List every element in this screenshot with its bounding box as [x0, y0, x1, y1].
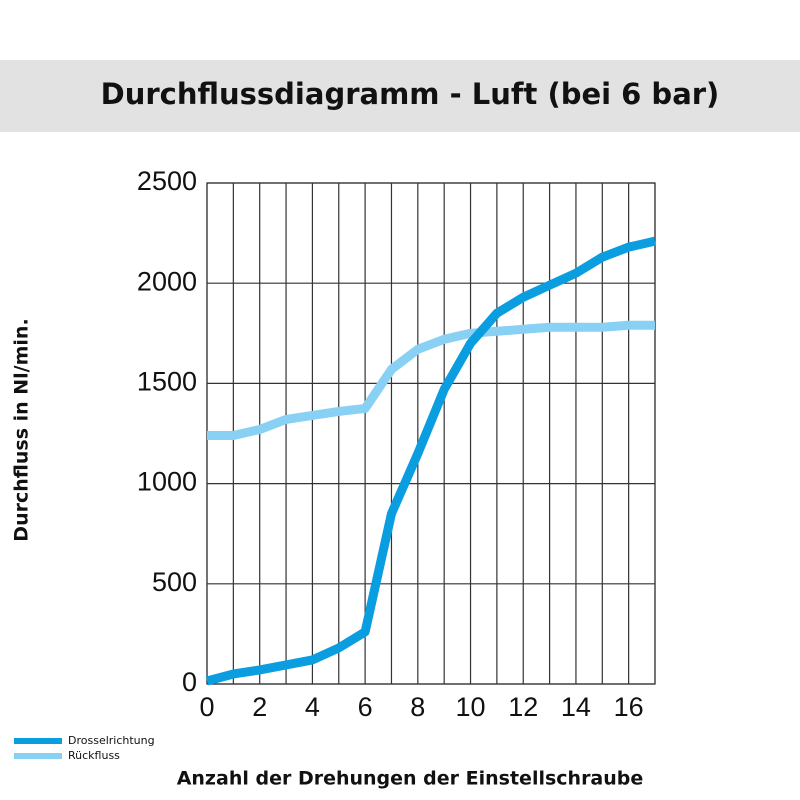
x-tick-label: 0 — [199, 692, 214, 722]
y-tick-label: 2000 — [137, 266, 197, 296]
data-line — [207, 320, 655, 441]
y-tick-label: 1500 — [137, 367, 197, 397]
y-tick-label: 0 — [182, 667, 197, 697]
chart-title: Durchflussdiagramm - Luft (bei 6 bar) — [101, 77, 720, 111]
legend-label: Rückfluss — [68, 749, 120, 762]
title-band — [0, 60, 800, 132]
x-tick-label: 2 — [252, 692, 267, 722]
x-tick-label: 10 — [456, 692, 486, 722]
x-tick-label: 12 — [508, 692, 538, 722]
x-axis-label: Anzahl der Drehungen der Einstellschraub… — [177, 768, 644, 790]
x-tick-label: 8 — [410, 692, 425, 722]
x-tick-label: 14 — [561, 692, 591, 722]
legend-label: Drosselrichtung — [68, 734, 155, 747]
x-tick-label: 4 — [305, 692, 320, 722]
y-tick-label: 2500 — [137, 166, 197, 196]
y-tick-label: 500 — [152, 567, 197, 597]
data-line — [205, 236, 657, 686]
x-tick-label: 6 — [358, 692, 373, 722]
y-axis-label: Durchfluss in Nl/min. — [11, 318, 33, 541]
y-tick-label: 1000 — [137, 467, 197, 497]
x-tick-label: 16 — [614, 692, 644, 722]
plot-area — [206, 182, 656, 685]
